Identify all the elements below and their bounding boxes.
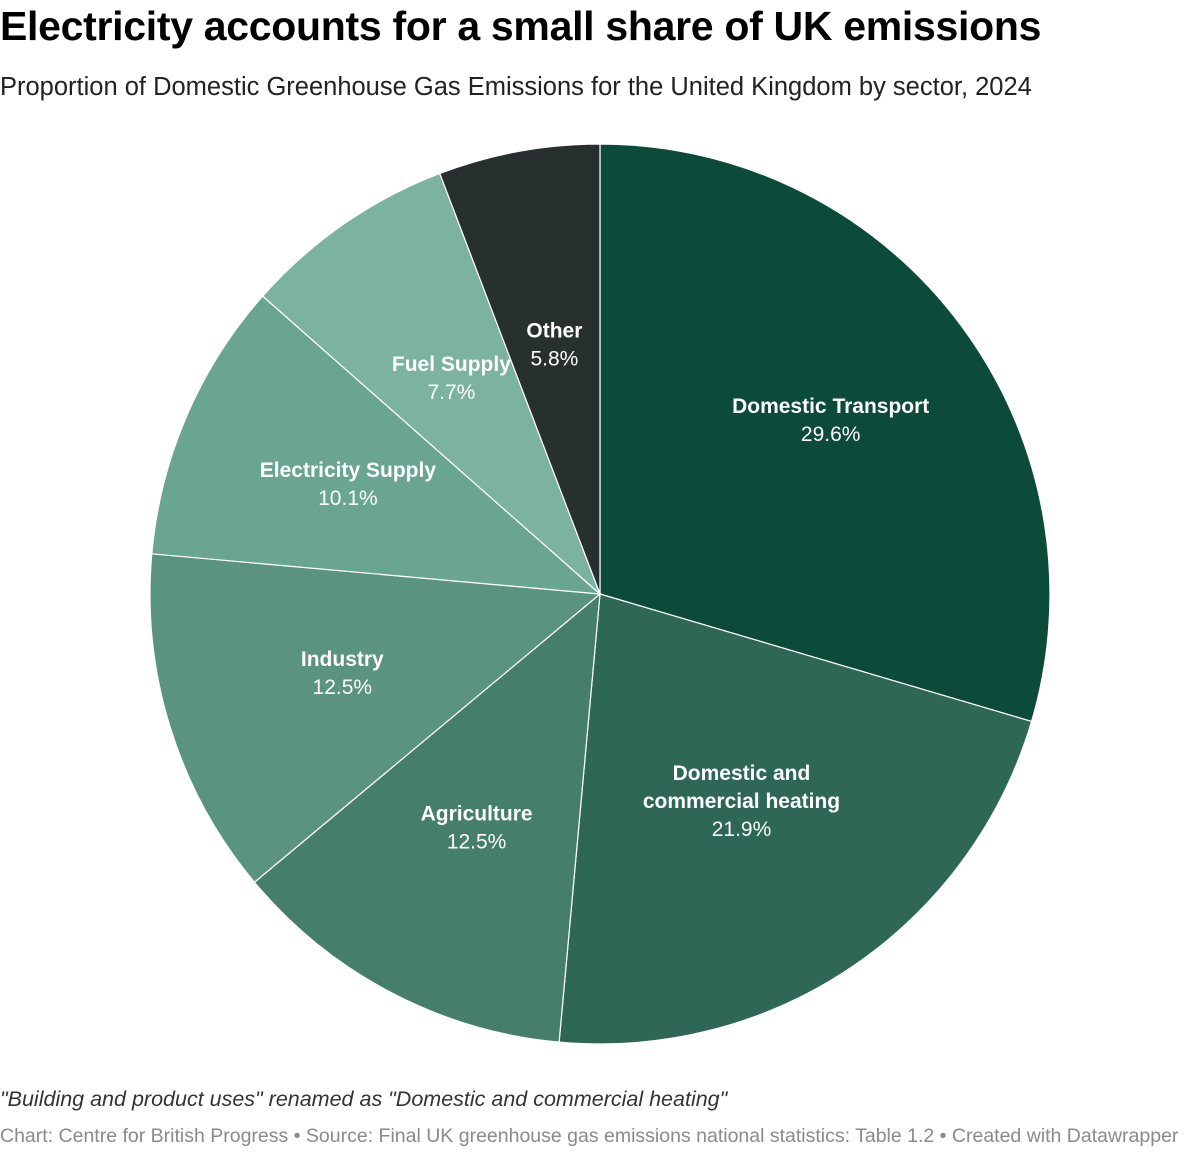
slice-name-label: commercial heating — [643, 790, 840, 813]
pie-slice-other[interactable] — [439, 143, 601, 595]
slice-value-label: 29.6% — [801, 423, 861, 446]
pie-slice-domestic-and-commercial-heating[interactable] — [558, 593, 1033, 1045]
slice-name-label: Fuel Supply — [392, 353, 511, 376]
slice-name-label: Electricity Supply — [260, 459, 437, 482]
slice-value-label: 21.9% — [712, 818, 772, 841]
chart-title: Electricity accounts for a small share o… — [0, 3, 1042, 49]
pie-slice-industry[interactable] — [149, 553, 601, 883]
slice-name-label: Other — [526, 320, 582, 343]
slice-label-domestic-transport: Domestic Transport 29.6% — [732, 395, 929, 446]
slice-name-label: Agriculture — [421, 803, 533, 826]
slice-value-label: 10.1% — [318, 487, 378, 510]
pie-slices — [149, 143, 1051, 1045]
chart-note: "Building and product uses" renamed as "… — [0, 1087, 728, 1111]
slice-value-label: 12.5% — [313, 676, 373, 699]
slice-name-label: Domestic and — [673, 762, 811, 785]
slice-label-fuel-supply: Fuel Supply 7.7% — [392, 353, 511, 404]
slice-label-electricity-supply: Electricity Supply 10.1% — [260, 459, 437, 510]
pie-slice-agriculture[interactable] — [253, 593, 601, 1043]
slice-name-label: Industry — [301, 648, 384, 671]
slice-label-other: Other 5.8% — [526, 320, 582, 371]
slice-value-label: 5.8% — [530, 348, 578, 371]
slice-value-label: 7.7% — [427, 381, 475, 404]
slice-label-agriculture: Agriculture 12.5% — [421, 803, 533, 854]
pie-labels: Domestic Transport 29.6% Domestic and comme… — [260, 320, 930, 854]
slice-name-label: Domestic Transport — [732, 395, 929, 418]
slice-label-domestic-and-commercial-heating: Domestic and commercial heating 21.9% — [643, 762, 840, 841]
chart-subtitle: Proportion of Domestic Greenhouse Gas Em… — [0, 73, 1032, 101]
pie-slice-electricity-supply[interactable] — [151, 295, 601, 595]
slice-value-label: 12.5% — [447, 831, 507, 854]
pie-slice-fuel-supply[interactable] — [262, 172, 601, 595]
slice-label-industry: Industry 12.5% — [301, 648, 384, 699]
chart-source-footer: Chart: Centre for British Progress • Sou… — [0, 1125, 1179, 1147]
pie-slice-domestic-transport[interactable] — [599, 143, 1051, 723]
